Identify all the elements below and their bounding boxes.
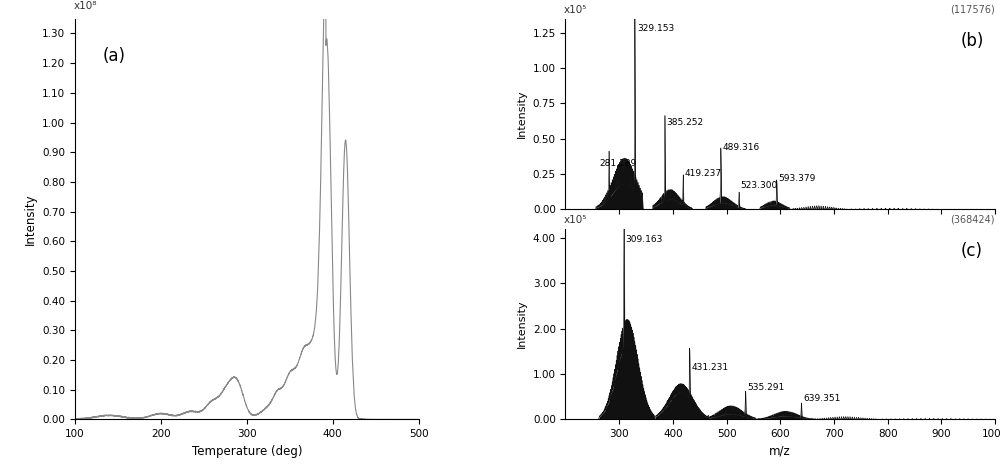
X-axis label: m/z: m/z (769, 445, 791, 458)
Text: 419.237: 419.237 (685, 169, 722, 178)
Text: x10⁵: x10⁵ (563, 215, 587, 225)
Text: (a): (a) (102, 47, 125, 65)
Text: (117576): (117576) (950, 5, 995, 15)
Text: (c): (c) (961, 242, 983, 260)
Text: 385.252: 385.252 (667, 118, 704, 128)
Text: 489.316: 489.316 (722, 143, 760, 151)
Text: 281.189: 281.189 (599, 159, 637, 168)
Text: 431.231: 431.231 (691, 363, 728, 372)
Text: 593.379: 593.379 (778, 174, 816, 183)
Text: x10⁸: x10⁸ (73, 0, 97, 11)
X-axis label: Temperature (deg): Temperature (deg) (192, 445, 302, 458)
Text: 535.291: 535.291 (747, 383, 784, 392)
Text: (b): (b) (961, 32, 984, 50)
Text: x10⁵: x10⁵ (563, 5, 587, 15)
Text: 639.351: 639.351 (803, 394, 840, 403)
Text: 309.163: 309.163 (626, 235, 663, 245)
Y-axis label: Intensity: Intensity (517, 90, 527, 138)
Text: 523.300: 523.300 (741, 181, 778, 190)
Y-axis label: Intensity: Intensity (517, 300, 527, 348)
Text: 329.153: 329.153 (638, 24, 675, 33)
Text: (368424): (368424) (951, 215, 995, 225)
Y-axis label: Intensity: Intensity (24, 193, 37, 245)
